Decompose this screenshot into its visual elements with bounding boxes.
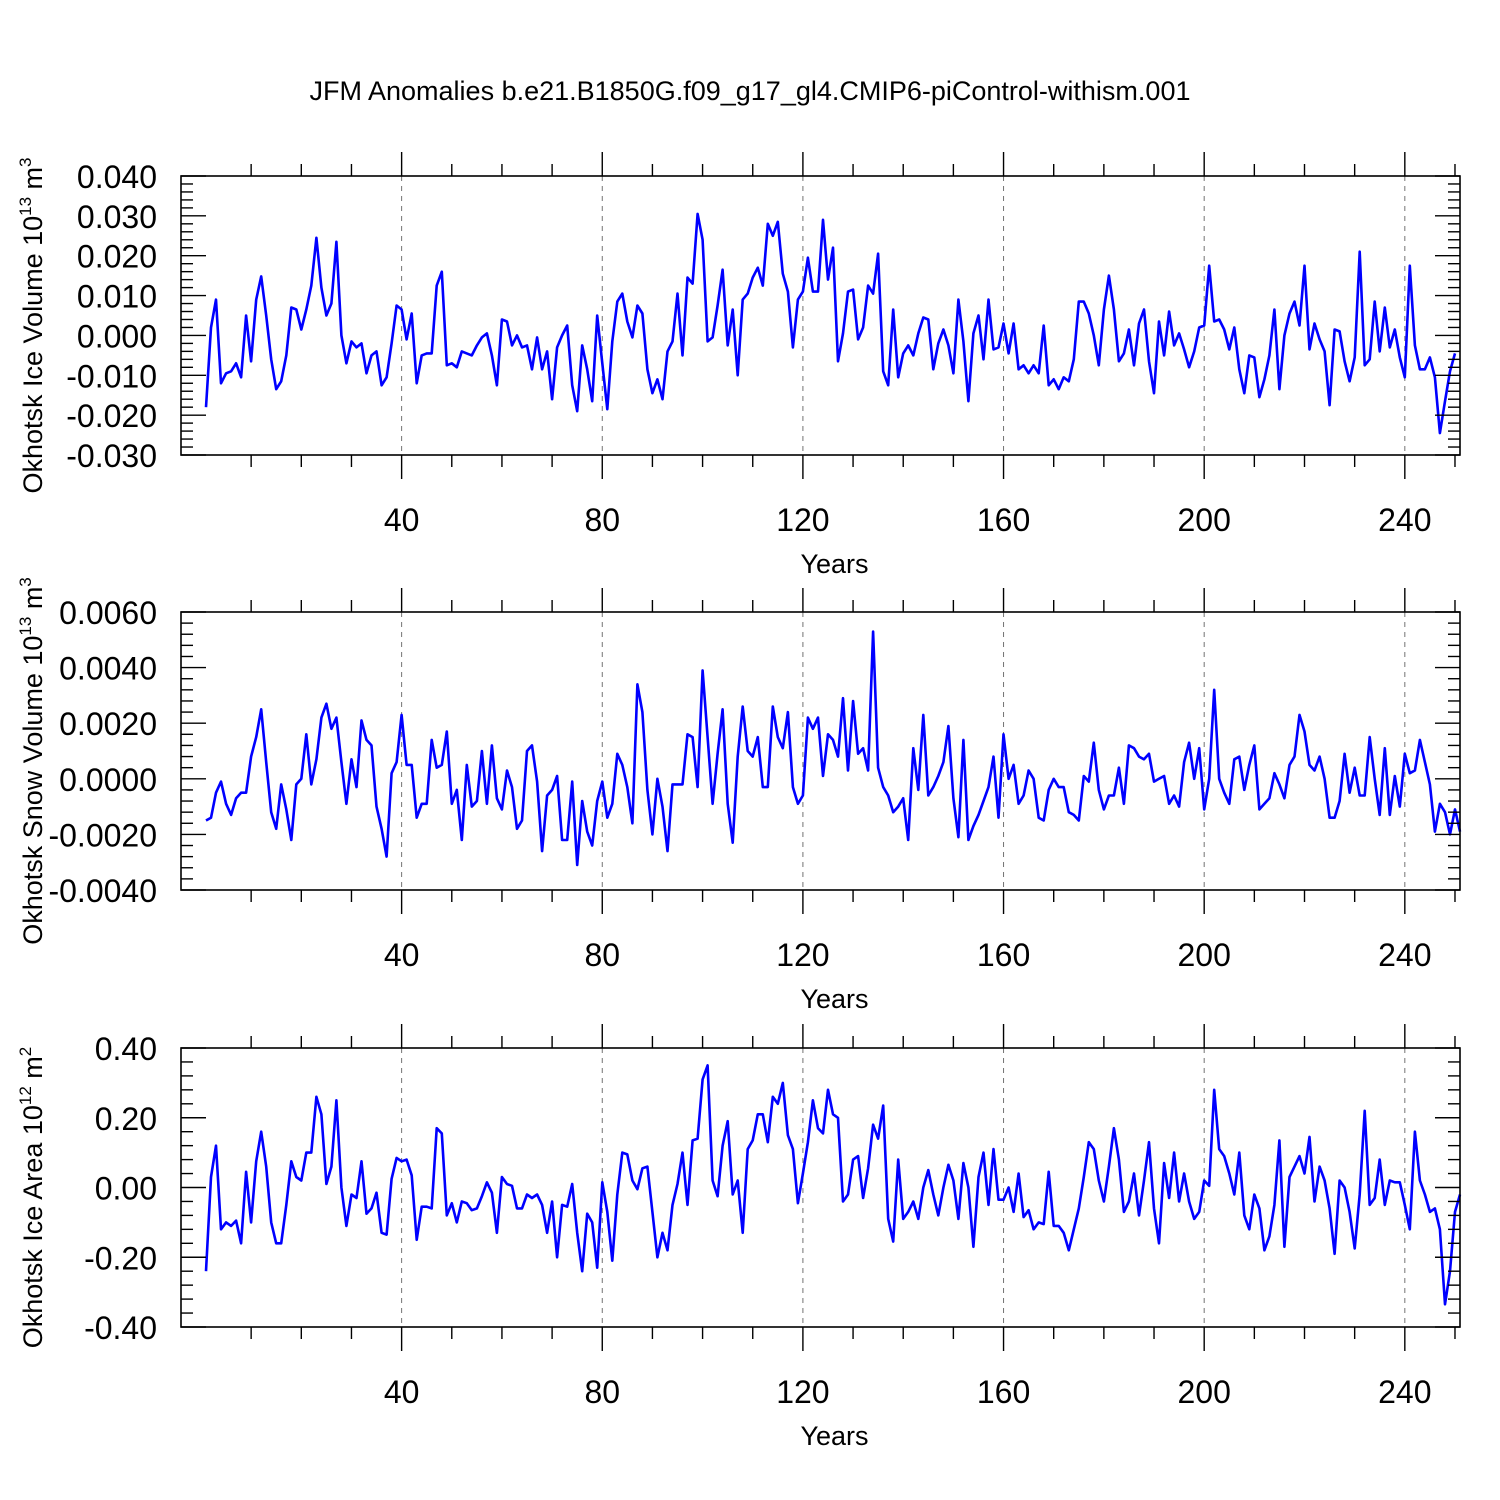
- y-tick-label: -0.40: [84, 1310, 157, 1346]
- y-axis-label: Okhotsk Ice Area 1012 m2: [16, 1047, 48, 1349]
- y-tick-label: 0.010: [77, 279, 157, 315]
- y-tick-label: -0.020: [66, 398, 157, 434]
- y-tick-label: -0.030: [66, 438, 157, 474]
- plot-frame: [180, 611, 1461, 891]
- x-tick-label: 160: [977, 502, 1030, 538]
- panel-3: 40 80 120 160 200 240 -0.40 -0.20 0.00 0.20 0.40 Ye…: [16, 1024, 1462, 1451]
- y-tick-label: 0.030: [77, 199, 157, 235]
- x-tick-label: 200: [1177, 937, 1230, 973]
- y-tick-label: 0.20: [95, 1101, 157, 1137]
- x-tick-label: 200: [1177, 502, 1230, 538]
- x-tick-label: 200: [1177, 1374, 1230, 1410]
- y-tick-label: 0.0040: [59, 651, 157, 687]
- x-tick-label: 240: [1378, 937, 1431, 973]
- x-tick-label: 80: [584, 937, 620, 973]
- x-axis-label: Years: [800, 549, 868, 579]
- x-tick-label: 120: [776, 502, 829, 538]
- series-line-panel-2: [205, 630, 1462, 867]
- x-tick-label: 240: [1378, 502, 1431, 538]
- x-tick-label: 160: [977, 1374, 1030, 1410]
- x-tick-label: 160: [977, 937, 1030, 973]
- plot-frame: [180, 175, 1461, 456]
- x-axis-label: Years: [800, 1421, 868, 1451]
- x-tick-label: 40: [384, 502, 420, 538]
- y-tick-label: 0.0000: [59, 762, 157, 798]
- y-tick-label: -0.010: [66, 358, 157, 394]
- x-tick-label: 240: [1378, 1374, 1431, 1410]
- series-line-panel-1: [204, 212, 1457, 435]
- series-line-panel-3: [204, 1064, 1462, 1306]
- y-tick-label: 0.040: [77, 159, 157, 195]
- y-tick-label: 0.0060: [59, 595, 157, 631]
- plot-frame: [180, 1047, 1461, 1328]
- figure-title: JFM Anomalies b.e21.B1850G.f09_g17_gl4.C…: [310, 76, 1191, 106]
- x-tick-label: 80: [584, 1374, 620, 1410]
- panels: 40 80 120 160 200 240-0.030-0.020-0.0100.0000…: [16, 152, 1462, 1451]
- y-tick-label: 0.40: [95, 1031, 157, 1067]
- x-tick-label: 80: [584, 502, 620, 538]
- y-tick-label: 0.000: [77, 318, 157, 354]
- panel-2: 40 80 120 160 200 240 -0.0040 -0.0020 0.0000 0.00…: [16, 577, 1462, 1014]
- y-tick-label: -0.0040: [48, 873, 157, 909]
- x-tick-label: 120: [776, 937, 829, 973]
- panel-1: 40 80 120 160 200 240-0.030-0.020-0.0100.0000…: [16, 152, 1461, 579]
- x-axis-label: Years: [800, 984, 868, 1014]
- y-tick-label: 0.0020: [59, 706, 157, 742]
- x-tick-label: 40: [384, 937, 420, 973]
- y-tick-label: 0.020: [77, 239, 157, 275]
- y-axis-label: Okhotsk Ice Volume 1013 m3: [16, 157, 48, 493]
- x-tick-label: 40: [384, 1374, 420, 1410]
- y-axis-label: Okhotsk Snow Volume 1013 m3: [16, 577, 48, 945]
- y-tick-label: 0.00: [95, 1171, 157, 1207]
- y-tick-label: -0.20: [84, 1240, 157, 1276]
- y-tick-label: -0.0020: [48, 817, 157, 853]
- x-tick-label: 120: [776, 1374, 829, 1410]
